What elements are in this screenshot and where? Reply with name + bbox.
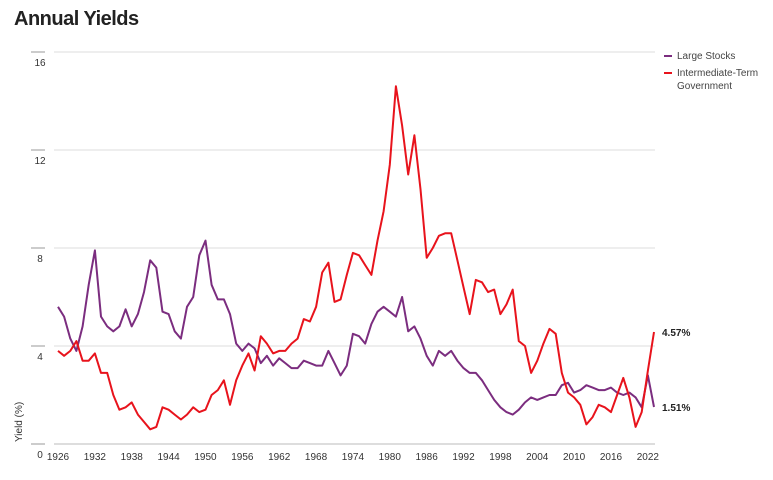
y-tick-label: 4 [37,352,43,363]
x-tick-label: 1926 [47,452,70,463]
x-tick-label: 1956 [231,452,254,463]
x-tick-label: 2010 [563,452,586,463]
x-tick-label: 1938 [121,452,144,463]
legend-swatch [664,72,672,75]
end-value-label: 4.57% [662,328,690,339]
end-value-label: 1.51% [662,403,690,414]
x-tick-label: 1932 [84,452,107,463]
legend-label: Large Stocks [677,51,736,62]
x-tick-label: 1986 [416,452,439,463]
y-tick-label: 0 [37,450,43,461]
y-tick-label: 12 [34,156,46,167]
x-tick-label: 2022 [637,452,660,463]
y-axis-label: Yield (%) [14,402,25,442]
chart-title: Annual Yields [14,8,139,30]
legend-item-large-stocks: Large Stocks [664,50,735,63]
x-tick-label: 1968 [305,452,328,463]
x-tick-label: 1962 [268,452,291,463]
x-tick-label: 1974 [342,452,365,463]
x-tick-label: 1998 [489,452,512,463]
legend-label-line2: Government [677,81,733,92]
legend-swatch [664,55,672,58]
x-tick-label: 2016 [600,452,623,463]
series-line-large-stocks [57,239,655,416]
legend-label: Intermediate-Term [677,68,759,79]
x-tick-label: 1980 [379,452,402,463]
series-line-intermediate-term-government [57,85,655,431]
legend-item-government: Intermediate-Term Government [664,67,758,93]
x-tick-label: 1992 [452,452,475,463]
y-tick-label: 16 [34,58,46,69]
x-tick-label: 1950 [194,452,217,463]
x-tick-label: 1944 [157,452,180,463]
x-tick-label: 2004 [526,452,549,463]
y-tick-label: 8 [37,254,43,265]
